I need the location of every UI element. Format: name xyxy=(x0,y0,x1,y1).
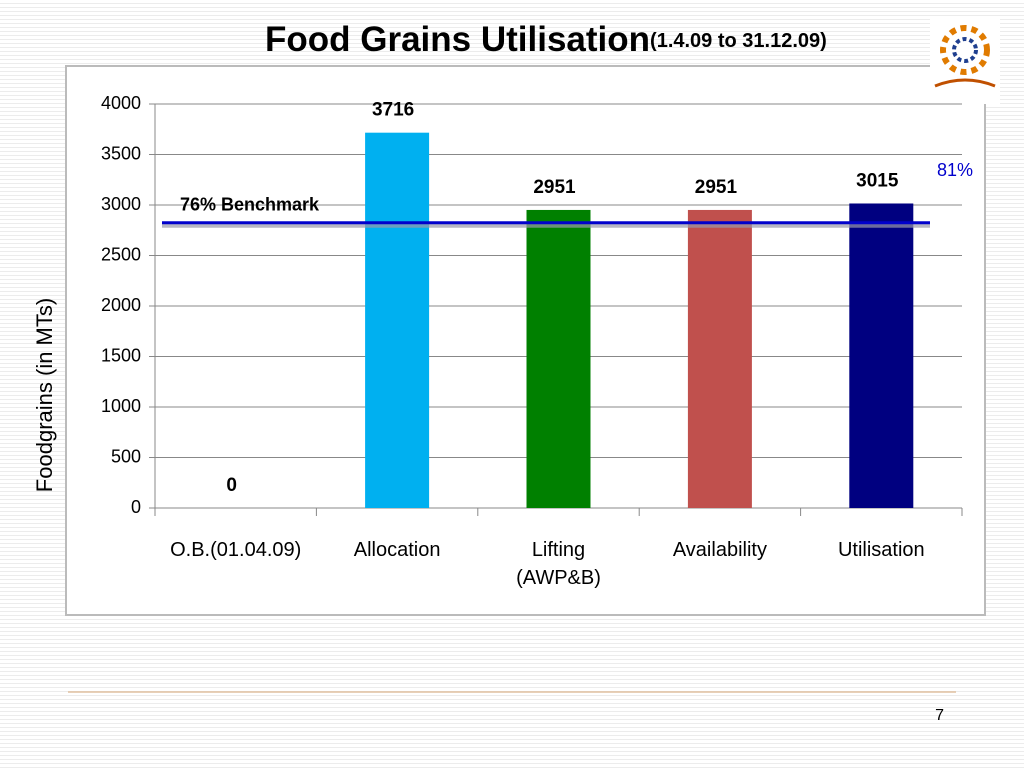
logo xyxy=(930,16,1000,104)
y-tick-label: 2500 xyxy=(101,244,141,264)
bar xyxy=(849,203,914,509)
chart-frame xyxy=(65,65,986,616)
page-number: 7 xyxy=(935,707,944,724)
title: Food Grains Utilisation xyxy=(265,20,650,59)
x-tick-label: Availability xyxy=(672,539,767,561)
y-tick-label: 2000 xyxy=(101,295,141,315)
bar xyxy=(526,209,591,508)
y-tick-label: 0 xyxy=(131,497,141,517)
bar xyxy=(687,209,752,508)
value-label: 2951 xyxy=(695,177,738,198)
y-tick-label: 3500 xyxy=(101,143,141,163)
value-label: 3015 xyxy=(856,171,899,192)
y-tick-label: 4000 xyxy=(101,93,141,113)
x-tick-label: Utilisation xyxy=(837,539,925,561)
y-tick-label: 3000 xyxy=(101,194,141,214)
benchmark-label: 76% Benchmark xyxy=(180,195,320,215)
annotation: 81% xyxy=(937,160,973,180)
y-tick-label: 1500 xyxy=(101,345,141,365)
subtitle: (1.4.09 to 31.12.09) xyxy=(650,30,827,52)
value-label: 2951 xyxy=(533,177,576,198)
x-tick-label: Lifting (AWP&B) xyxy=(516,539,601,589)
y-tick-label: 500 xyxy=(111,446,141,466)
value-label: 0 xyxy=(226,475,237,496)
x-tick-label: O.B.(01.04.09) xyxy=(170,539,302,561)
y-tick-label: 1000 xyxy=(101,396,141,416)
value-label: 3716 xyxy=(372,100,414,121)
x-tick-label: Allocation xyxy=(353,539,441,561)
chart-title: Food Grains Utilisation(1.4.09 to 31.12.… xyxy=(265,20,827,59)
bar xyxy=(365,132,430,508)
y-axis-label: Foodgrains (in MTs) xyxy=(32,298,57,492)
